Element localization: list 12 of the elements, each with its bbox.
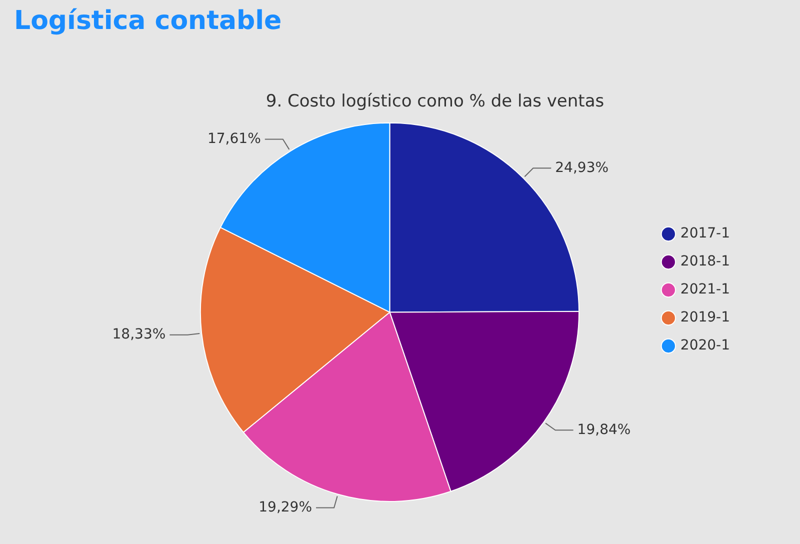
data-label: 24,93% bbox=[555, 160, 609, 176]
data-label: 17,61% bbox=[207, 130, 261, 147]
data-label: 19,84% bbox=[577, 422, 631, 438]
legend-label: 2018-1 bbox=[680, 254, 730, 270]
legend-label: 2021-1 bbox=[680, 282, 730, 298]
data-label: 19,29% bbox=[258, 499, 312, 516]
legend-label: 2020-1 bbox=[680, 338, 730, 354]
legend-label: 2017-1 bbox=[680, 226, 730, 242]
legend-label: 2019-1 bbox=[680, 310, 730, 326]
chart-subtitle: 9. Costo logístico como % de las ventas bbox=[266, 92, 604, 112]
chart-title: Logística contable bbox=[14, 6, 282, 36]
data-label: 18,33% bbox=[112, 326, 166, 342]
